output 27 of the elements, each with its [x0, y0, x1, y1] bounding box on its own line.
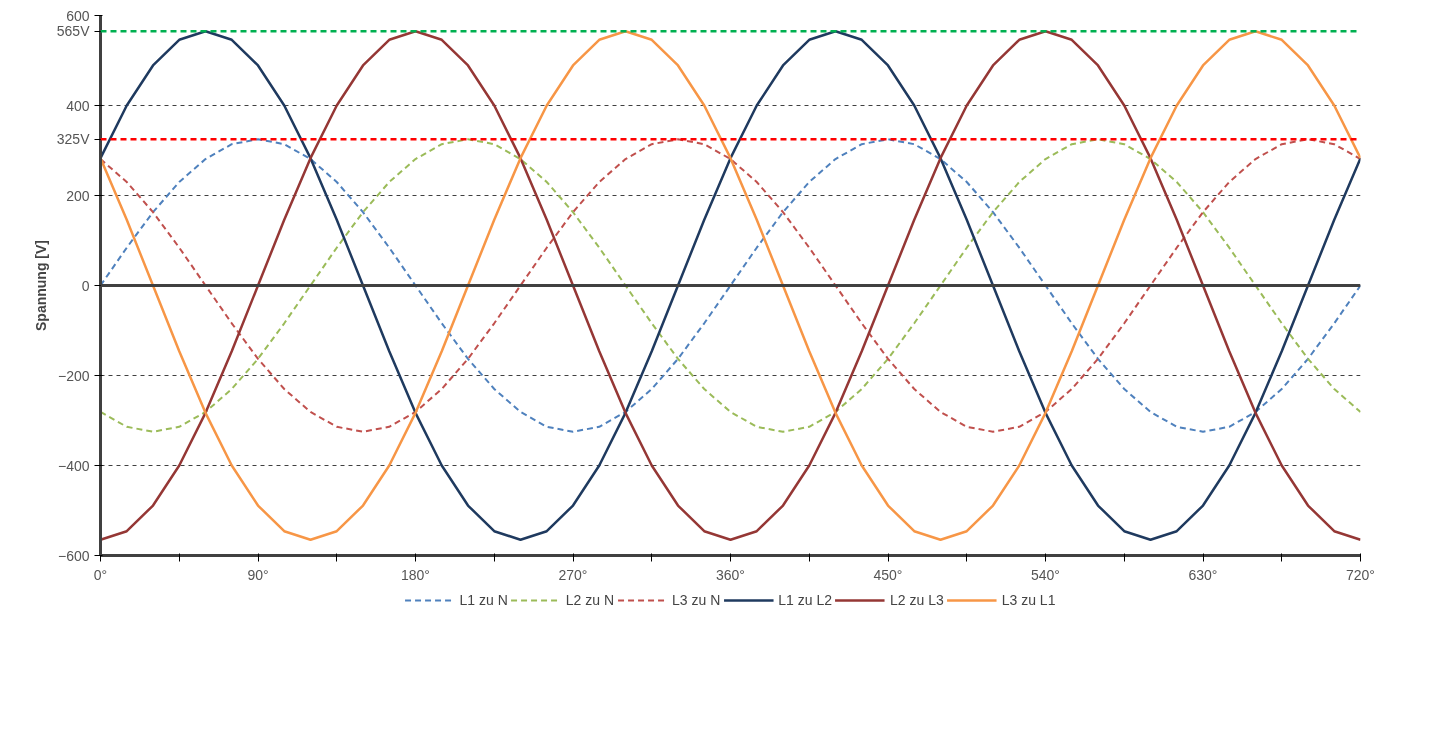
- y-tick-label: 200: [66, 187, 90, 204]
- line-series: [100, 30, 1361, 541]
- ref-line-label: 325V: [56, 131, 91, 148]
- x-tick-label: 360°: [716, 566, 745, 583]
- y-tick-label: −200: [57, 367, 90, 384]
- x-tick-label: 270°: [558, 566, 588, 583]
- x-tick-label: 540°: [1031, 566, 1060, 583]
- x-tick-label: 0°: [93, 566, 108, 583]
- x-tick-label: 720°: [1346, 566, 1375, 583]
- y-tick-label: −400: [57, 457, 90, 474]
- legend-label: L3 zu L1: [1001, 592, 1056, 608]
- legend-label: L2 zu L3: [890, 592, 944, 608]
- ref-line-label: 565V: [56, 23, 91, 40]
- legend-label: L2 zu N: [565, 592, 615, 608]
- y-tick-label: 400: [66, 97, 90, 114]
- legend-label: L1 zu L2: [778, 592, 833, 608]
- legend-label: L3 zu N: [672, 592, 721, 608]
- y-tick-label: −600: [57, 547, 90, 564]
- line-series: [100, 138, 1361, 433]
- x-tick-label: 450°: [873, 566, 903, 583]
- y-axis-title: Spannung [V]: [32, 239, 49, 331]
- x-tick-label: 630°: [1188, 566, 1218, 583]
- y-tick-label: 600: [66, 7, 90, 24]
- x-tick-label: 90°: [247, 566, 269, 583]
- legend-label: L1 zu N: [459, 592, 508, 608]
- x-tick-label: 180°: [401, 566, 430, 583]
- y-tick-label: 0: [81, 277, 90, 294]
